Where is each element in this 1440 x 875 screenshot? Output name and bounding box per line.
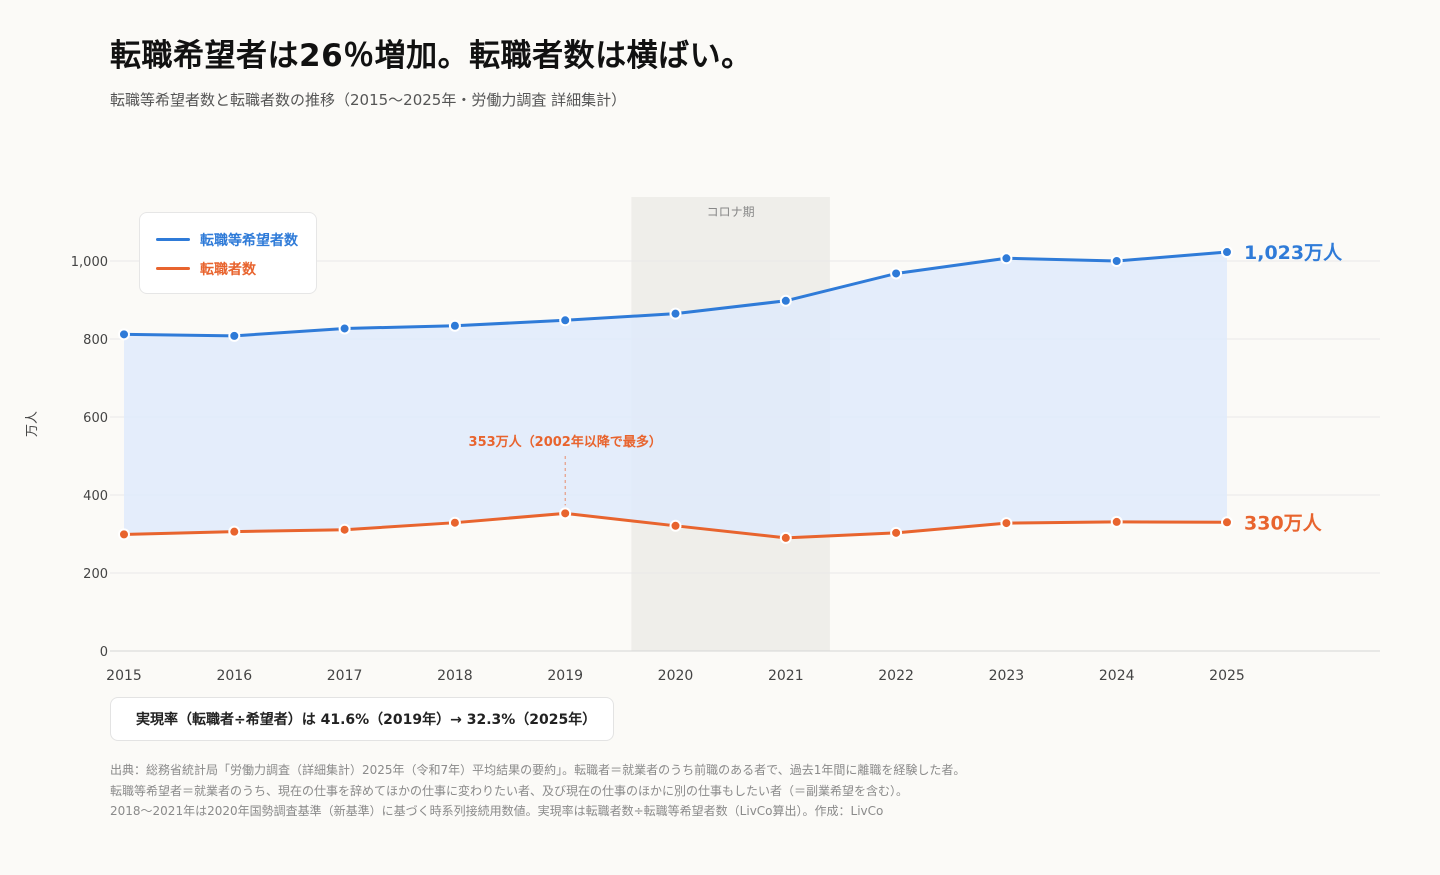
data-point [118, 328, 130, 341]
y-tick-label: 600 [83, 411, 108, 426]
y-axis-label: 万人 [25, 411, 40, 437]
footnote-source: 出典：総務省統計局「労働力調査（詳細集計）2025年（令和7年）平均結果の要約」… [110, 763, 966, 777]
x-tick-label: 2017 [327, 668, 363, 684]
legend-label-job-changers: 転職者数 [200, 261, 256, 278]
x-tick-label: 2018 [437, 668, 473, 684]
data-point [1000, 517, 1013, 530]
data-point [669, 519, 682, 532]
chart-subtitle: 転職等希望者数と転職者数の推移（2015〜2025年・労働力調査 詳細集計） [110, 91, 627, 109]
area-between-series [124, 252, 1227, 538]
data-point [228, 525, 241, 538]
x-tick-label: 2015 [106, 668, 142, 684]
annotation-label: 353万人（2002年以降で最多） [469, 434, 662, 450]
footnote-definition: 転職等希望者＝就業者のうち、現在の仕事を辞めてほかの仕事に変わりたい者、及び現在… [110, 783, 909, 798]
data-point [890, 267, 903, 280]
data-point [1110, 255, 1123, 267]
x-tick-label: 2025 [1209, 668, 1245, 684]
chart-legend: 転職等希望者数 転職者数 [139, 212, 317, 294]
data-point [228, 329, 241, 342]
chart-title: 転職希望者は26％増加。転職者数は横ばい。 [110, 38, 753, 74]
legend-item-applicants: 転職等希望者数 [156, 225, 316, 254]
legend-item-job-changers: 転職者数 [156, 254, 316, 283]
data-point [1221, 516, 1233, 529]
y-tick-label: 400 [83, 489, 108, 504]
data-point [890, 526, 903, 539]
series-end-label: 1,023万人 [1244, 242, 1343, 264]
footnote-method: 2018〜2021年は2020年国勢調査基準（新基準）に基づく時系列接続用数値。… [110, 804, 884, 818]
legend-label-applicants: 転職等希望者数 [200, 232, 298, 249]
realization-rate-text: 実現率（転職者÷希望者）は 41.6%（2019年）→ 32.3%（2025年） [136, 712, 597, 728]
data-point [448, 319, 461, 332]
data-point [1110, 515, 1123, 528]
data-point [669, 307, 682, 320]
y-tick-label: 1,000 [71, 255, 108, 270]
x-tick-label: 2021 [768, 668, 804, 684]
y-tick-label: 800 [83, 333, 108, 348]
covid-period-label: コロナ期 [707, 205, 755, 219]
series-end-label: 330万人 [1244, 512, 1323, 534]
data-point [559, 507, 572, 520]
x-tick-label: 2022 [878, 668, 914, 684]
data-point [1000, 252, 1013, 265]
data-point [1221, 246, 1233, 259]
x-tick-label: 2016 [216, 668, 252, 684]
x-tick-label: 2023 [989, 668, 1025, 684]
data-point [448, 516, 461, 529]
data-point [338, 523, 351, 536]
data-point [338, 322, 351, 335]
y-tick-label: 0 [100, 645, 108, 660]
legend-swatch-applicants [156, 238, 190, 241]
data-point [779, 531, 792, 544]
y-tick-label: 200 [83, 567, 108, 582]
realization-rate-box: 実現率（転職者÷希望者）は 41.6%（2019年）→ 32.3%（2025年） [110, 697, 614, 741]
data-point [559, 314, 572, 327]
x-tick-label: 2020 [658, 668, 694, 684]
data-point [118, 528, 130, 541]
x-tick-label: 2019 [547, 668, 583, 684]
legend-swatch-job-changers [156, 267, 190, 270]
footnotes: 出典：総務省統計局「労働力調査（詳細集計）2025年（令和7年）平均結果の要約」… [110, 760, 965, 822]
x-tick-label: 2024 [1099, 668, 1135, 684]
data-point [779, 294, 792, 307]
